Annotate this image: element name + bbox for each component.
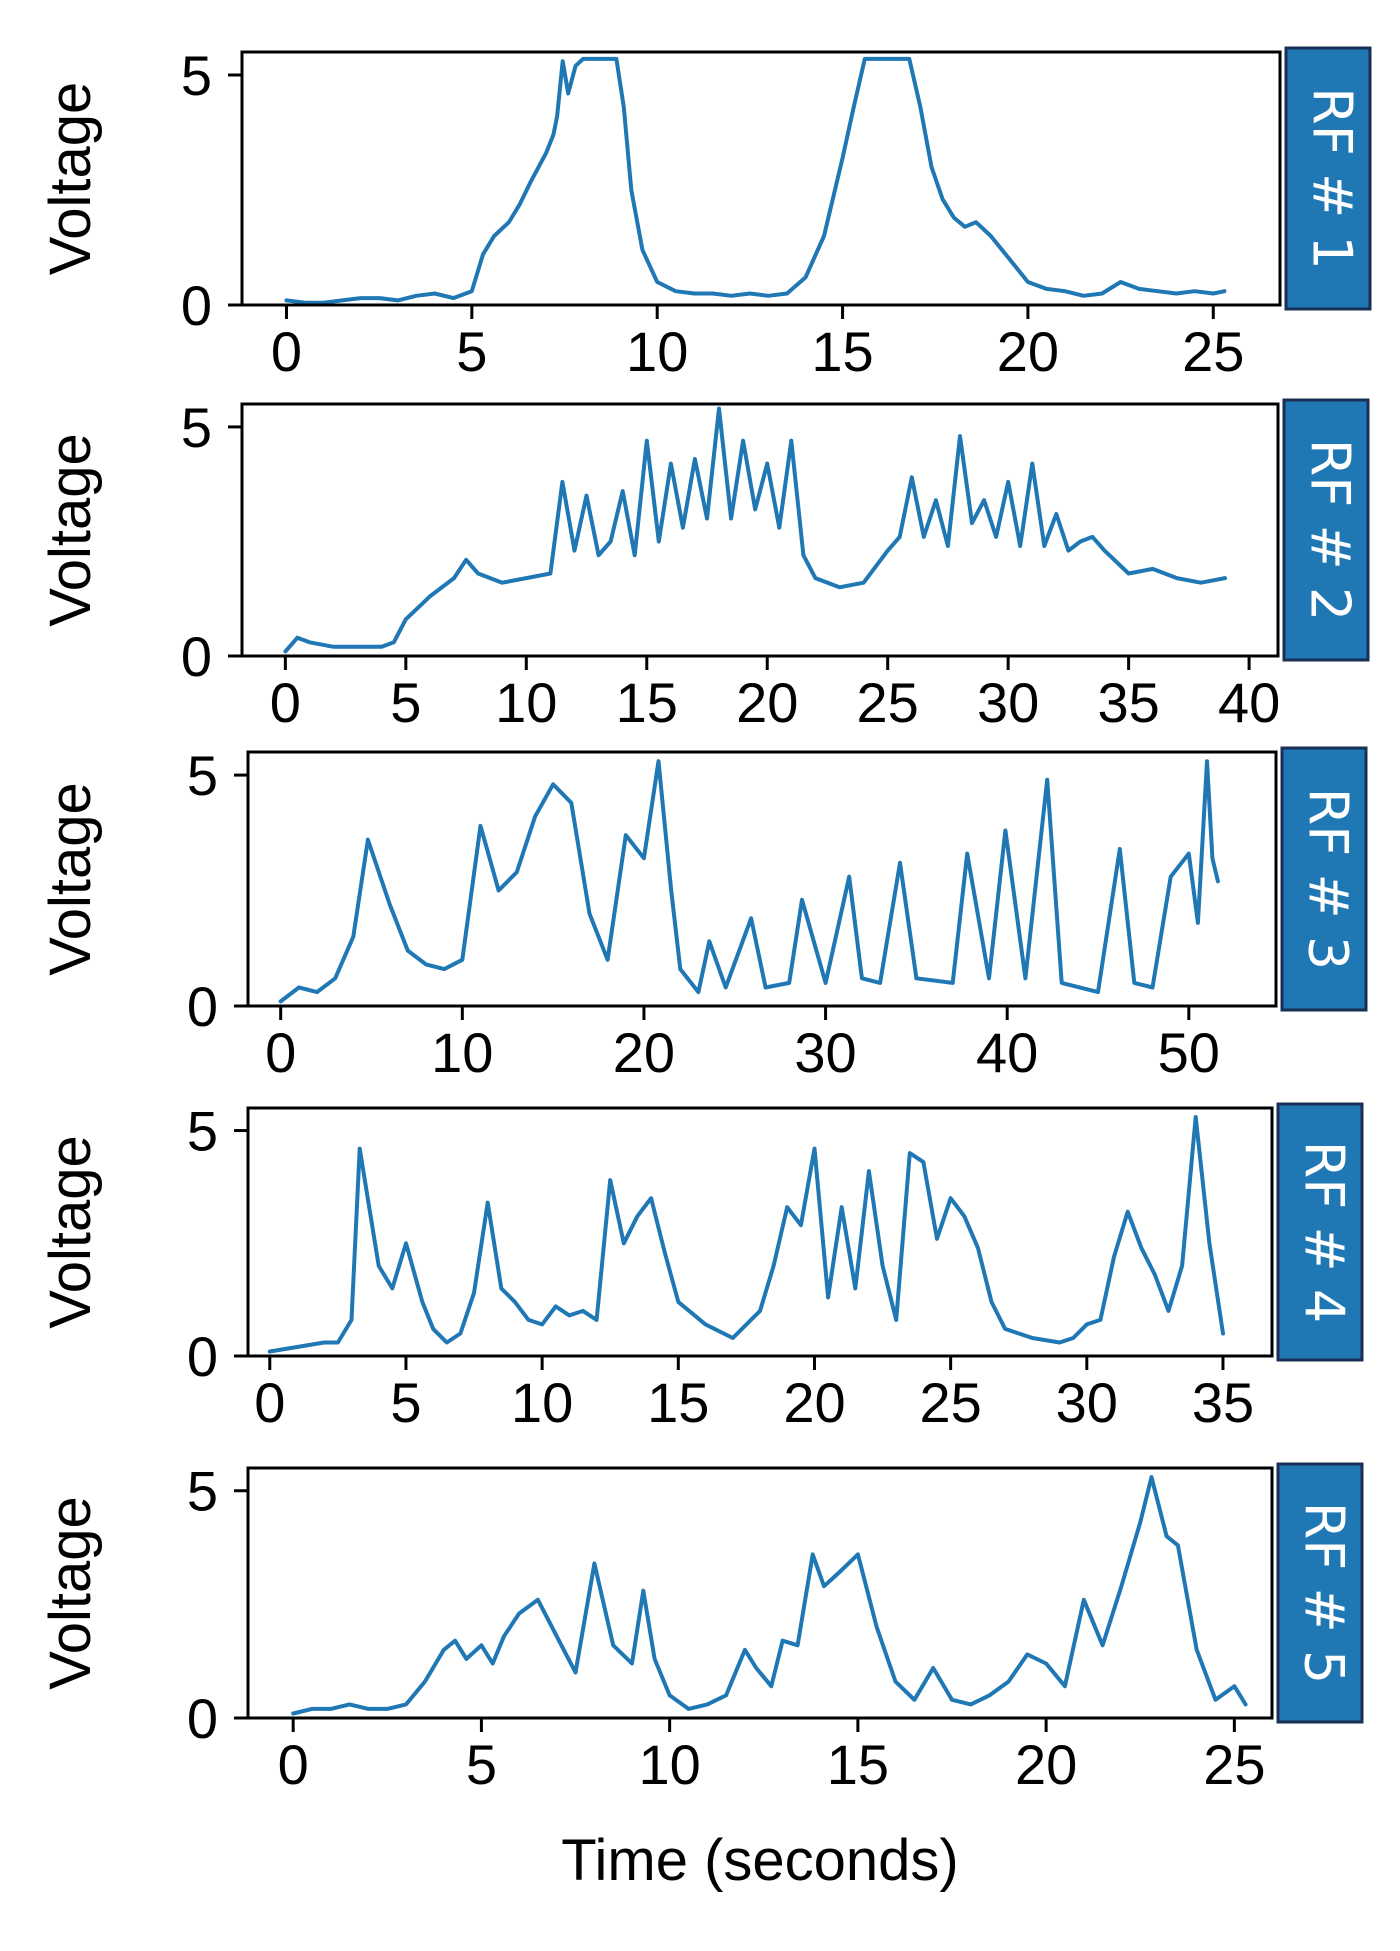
x-tick-label: 10 bbox=[626, 320, 688, 383]
x-tick-label: 15 bbox=[616, 671, 678, 734]
plot-frame bbox=[240, 402, 1280, 658]
panel-label-box bbox=[1282, 398, 1370, 662]
x-tick-label: 15 bbox=[811, 320, 873, 383]
x-tick-label: 0 bbox=[278, 1733, 309, 1796]
x-tick-label: 30 bbox=[794, 1021, 856, 1084]
panel-rf-2: 0 5 0 5 10 15 20 25 30 35 40 Voltage RF # 2 bbox=[38, 396, 1370, 734]
y-axis-title: Voltage bbox=[38, 82, 103, 276]
plot-frame bbox=[246, 750, 1278, 1008]
panel-rf-4: 0 5 0 5 10 15 20 25 30 35 Voltage RF # 4 bbox=[38, 1100, 1364, 1434]
x-tick-label: 15 bbox=[827, 1733, 889, 1796]
x-tick-label: 20 bbox=[613, 1021, 675, 1084]
y-tick-label: 0 bbox=[187, 1687, 218, 1750]
panel-label: RF # 5 bbox=[1292, 1502, 1355, 1685]
panel-label: RF # 3 bbox=[1296, 788, 1359, 971]
x-tick-label: 20 bbox=[783, 1371, 845, 1434]
y-tick-label: 0 bbox=[187, 975, 218, 1038]
series-line bbox=[278, 759, 1220, 1004]
series-line bbox=[284, 56, 1227, 305]
x-tick-label: 35 bbox=[1192, 1371, 1254, 1434]
x-tick-label: 0 bbox=[271, 320, 302, 383]
y-tick-label: 0 bbox=[181, 625, 212, 688]
x-tick-label: 0 bbox=[254, 1371, 285, 1434]
plot-frame bbox=[246, 1106, 1274, 1358]
panel-label-box bbox=[1276, 1462, 1364, 1724]
y-tick-label: 5 bbox=[181, 44, 212, 107]
y-axis-title: Voltage bbox=[38, 1496, 103, 1690]
panel-label: RF # 4 bbox=[1292, 1141, 1355, 1324]
y-axis-title: Voltage bbox=[38, 433, 103, 627]
x-tick-label: 5 bbox=[390, 671, 421, 734]
x-tick-label: 5 bbox=[390, 1371, 421, 1434]
x-tick-label: 0 bbox=[265, 1021, 296, 1084]
x-tick-label: 5 bbox=[456, 320, 487, 383]
x-tick-label: 0 bbox=[270, 671, 301, 734]
panel-rf-5: 0 5 0 5 10 15 20 25 Voltage RF # 5 bbox=[38, 1460, 1364, 1796]
x-tick-label: 10 bbox=[511, 1371, 573, 1434]
x-tick-label: 40 bbox=[1218, 671, 1280, 734]
panel-label: RF # 2 bbox=[1298, 439, 1361, 622]
y-axis-title: Voltage bbox=[38, 1135, 103, 1329]
x-tick-label: 40 bbox=[976, 1021, 1038, 1084]
x-tick-label: 25 bbox=[1182, 320, 1244, 383]
series-line bbox=[291, 1475, 1248, 1716]
x-tick-label: 5 bbox=[466, 1733, 497, 1796]
x-tick-label: 10 bbox=[638, 1733, 700, 1796]
series-line bbox=[283, 406, 1227, 654]
x-tick-label: 25 bbox=[1203, 1733, 1265, 1796]
panel-label: RF # 1 bbox=[1300, 87, 1363, 270]
x-tick-label: 50 bbox=[1158, 1021, 1220, 1084]
plot-frame bbox=[246, 1466, 1274, 1720]
x-tick-label: 30 bbox=[1056, 1371, 1118, 1434]
x-axis-title: Time (seconds) bbox=[561, 1828, 959, 1893]
x-tick-label: 10 bbox=[495, 671, 557, 734]
plot-frame bbox=[240, 50, 1282, 307]
y-tick-label: 0 bbox=[181, 274, 212, 337]
x-tick-label: 10 bbox=[431, 1021, 493, 1084]
y-tick-label: 5 bbox=[187, 1460, 218, 1523]
y-tick-label: 5 bbox=[181, 396, 212, 459]
panel-label-box bbox=[1280, 746, 1368, 1012]
y-tick-label: 5 bbox=[187, 1100, 218, 1163]
x-tick-label: 20 bbox=[1015, 1733, 1077, 1796]
x-tick-label: 15 bbox=[647, 1371, 709, 1434]
series-line bbox=[267, 1115, 1225, 1354]
panel-label-box bbox=[1276, 1102, 1364, 1362]
y-tick-label: 0 bbox=[187, 1325, 218, 1388]
panel-rf-1: 0 5 0 5 10 15 20 25 Voltage RF # 1 bbox=[38, 44, 1372, 383]
x-tick-label: 25 bbox=[857, 671, 919, 734]
x-tick-label: 35 bbox=[1097, 671, 1159, 734]
x-tick-label: 25 bbox=[919, 1371, 981, 1434]
y-axis-title: Voltage bbox=[38, 782, 103, 976]
panel-label-box bbox=[1284, 46, 1372, 311]
x-tick-label: 20 bbox=[736, 671, 798, 734]
x-tick-label: 30 bbox=[977, 671, 1039, 734]
x-tick-label: 20 bbox=[997, 320, 1059, 383]
y-tick-label: 5 bbox=[187, 744, 218, 807]
